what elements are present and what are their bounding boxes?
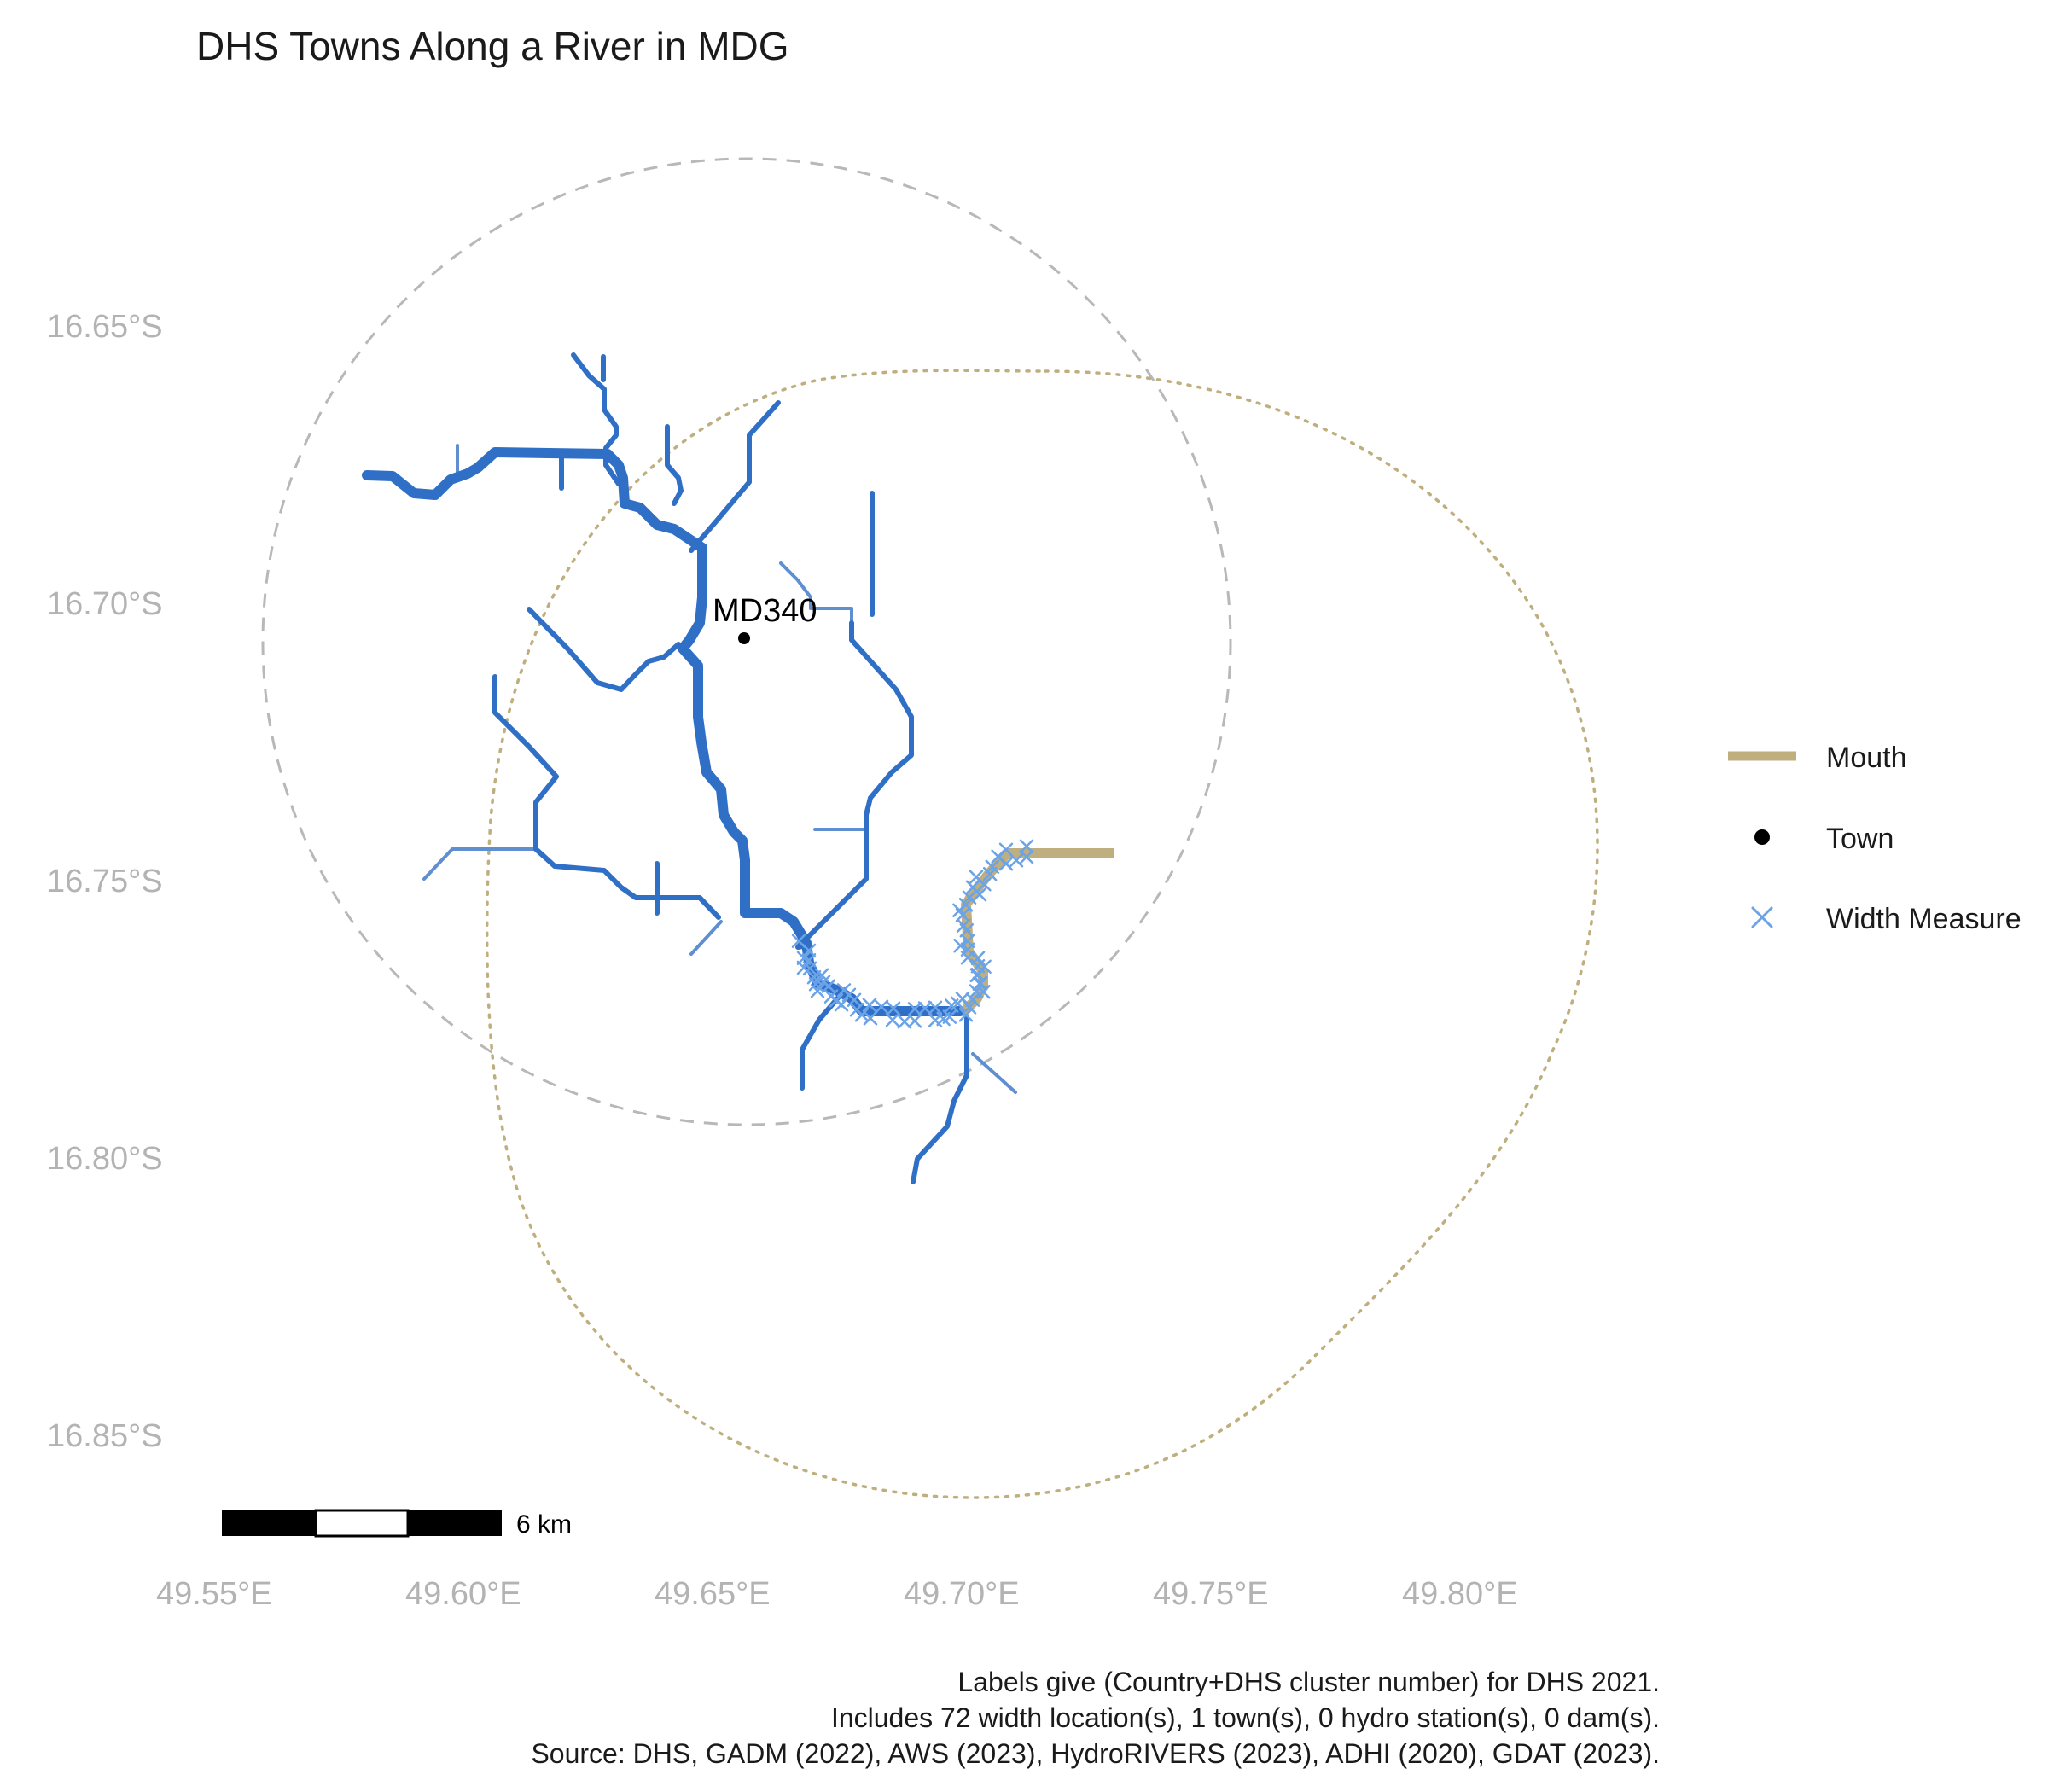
width-measure-mark [942, 1009, 957, 1024]
width-measure-mark [810, 983, 825, 998]
scale-bar: 6 km [222, 1509, 572, 1539]
width-measure-mark [847, 992, 862, 1008]
river-segment [689, 920, 723, 956]
x-tick-label: 49.55°E [156, 1576, 272, 1612]
x-axis: 49.55°E 49.60°E 49.65°E 49.70°E 49.75°E … [156, 1576, 1518, 1612]
width-measure-mark [802, 961, 817, 976]
width-measure-mark [998, 842, 1014, 858]
town-buffer-circle [261, 157, 1232, 1126]
width-measure-mark [953, 938, 968, 953]
river-segment [422, 847, 538, 881]
map-title: DHS Towns Along a River in MDG [196, 24, 789, 68]
river-segment [971, 1052, 1017, 1094]
mouth-buffer-circle [485, 369, 1599, 1499]
width-measure-mark [814, 968, 829, 983]
river-segment [527, 607, 681, 692]
width-measure-mark [907, 1002, 922, 1016]
width-measure-mark [958, 897, 974, 912]
river-segment [800, 987, 847, 1091]
width-measure-mark [862, 998, 877, 1013]
legend-key-town [1754, 829, 1770, 845]
width-measure-mark [977, 959, 992, 975]
river-network [362, 352, 1017, 1184]
y-axis: 16.65°S 16.70°S 16.75°S 16.80°S 16.85°S [47, 309, 163, 1454]
caption: Labels give (Country+DHS cluster number)… [531, 1667, 1660, 1769]
width-measure-mark [1019, 849, 1034, 864]
river-segment [492, 674, 721, 920]
caption-line: Source: DHS, GADM (2022), AWS (2023), Hy… [531, 1738, 1660, 1769]
width-measure-mark [970, 958, 986, 974]
y-tick-label: 16.75°S [47, 864, 163, 899]
width-measure-mark [972, 887, 987, 902]
width-measure-mark [928, 1000, 943, 1015]
y-tick-label: 16.80°S [47, 1141, 163, 1177]
width-measure-mark [998, 856, 1014, 871]
width-measure-mark [976, 984, 991, 999]
river-segment [779, 561, 853, 625]
width-measure-mark [977, 876, 992, 892]
width-measure-mark [956, 918, 971, 934]
width-measure-mark [854, 1007, 870, 1022]
width-measure-mark [955, 907, 970, 922]
width-measure-mark [808, 976, 823, 992]
y-tick-label: 16.70°S [47, 586, 163, 622]
town-point [738, 632, 750, 644]
x-tick-label: 49.75°E [1153, 1576, 1269, 1612]
width-measure-mark [960, 934, 975, 949]
river-segment [665, 424, 684, 506]
legend: Mouth Town Width Measure [1728, 742, 2022, 935]
width-measure-mark [796, 951, 812, 966]
town-marker-group: MD340 [713, 593, 817, 644]
width-measures [791, 839, 1034, 1029]
width-measure-mark [801, 943, 817, 958]
width-measure-mark [791, 934, 806, 949]
legend-label-mouth: Mouth [1826, 742, 1907, 774]
x-tick-label: 49.70°E [904, 1576, 1020, 1612]
town-label: MD340 [713, 593, 817, 629]
width-measure-mark [965, 880, 980, 895]
width-measure-mark [1009, 852, 1024, 868]
legend-key-width-measure [1751, 906, 1773, 928]
width-measure-mark [907, 1014, 922, 1028]
width-measure-mark [834, 997, 849, 1012]
width-measure-mark [973, 975, 988, 991]
width-measure-mark [821, 979, 836, 993]
width-measure-mark [965, 992, 980, 1007]
river-segment [689, 400, 781, 553]
x-tick-label: 49.60°E [405, 1576, 521, 1612]
width-measure-mark [863, 1010, 878, 1026]
legend-label-width-measure: Width Measure [1826, 903, 2022, 935]
width-measure-mark [928, 1013, 943, 1027]
width-measure-mark [874, 999, 889, 1015]
width-measure-mark [886, 1001, 901, 1016]
river-segment [911, 1015, 969, 1184]
legend-label-town: Town [1826, 823, 1894, 855]
x-tick-label: 49.80°E [1402, 1576, 1518, 1612]
scale-segment [222, 1510, 316, 1536]
x-tick-label: 49.65°E [655, 1576, 771, 1612]
width-measure-mark [959, 922, 975, 938]
scale-bar-label: 6 km [516, 1510, 572, 1539]
scale-segment [408, 1510, 502, 1536]
caption-line: Includes 72 width location(s), 1 town(s)… [831, 1702, 1660, 1733]
y-tick-label: 16.85°S [47, 1418, 163, 1454]
y-tick-label: 16.65°S [47, 309, 163, 345]
width-measure-mark [969, 870, 984, 885]
scale-segment [314, 1509, 410, 1538]
width-measure-mark [962, 890, 977, 905]
river-segment [795, 620, 914, 950]
width-measure-mark [960, 950, 975, 965]
width-measure-mark [982, 866, 998, 881]
width-measure-mark [1019, 839, 1034, 854]
caption-line: Labels give (Country+DHS cluster number)… [957, 1667, 1660, 1697]
width-measure-mark [958, 1007, 974, 1022]
width-measure-mark [897, 1014, 912, 1029]
width-measure-mark [885, 1012, 900, 1027]
width-measure-mark [796, 960, 812, 975]
width-measure-mark [806, 969, 822, 985]
width-measure-mark [917, 1001, 933, 1015]
river-main-stem [362, 447, 707, 553]
width-measure-mark [962, 1000, 977, 1015]
